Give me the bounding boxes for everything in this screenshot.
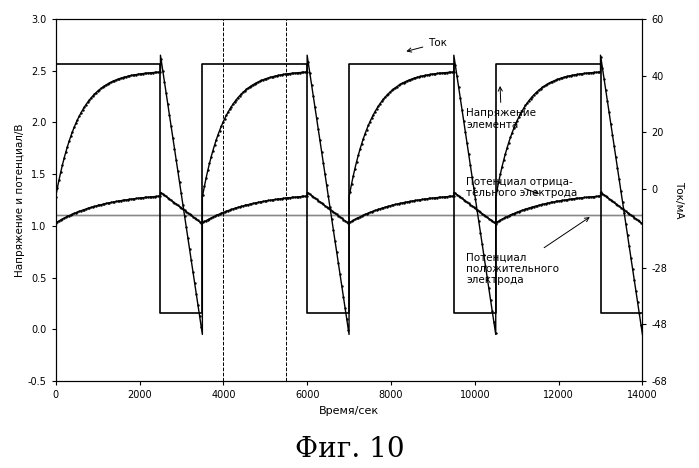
X-axis label: Время/сек: Время/сек <box>319 406 379 416</box>
Y-axis label: Напряжение и потенциал/В: Напряжение и потенциал/В <box>15 123 25 277</box>
Text: Потенциал отрица-
тельного электрода: Потенциал отрица- тельного электрода <box>466 177 577 198</box>
Text: Ток: Ток <box>408 38 447 52</box>
Y-axis label: Ток/мА: Ток/мА <box>674 181 684 219</box>
Text: Напряжение
элемента: Напряжение элемента <box>466 87 536 130</box>
Text: Потенциал
положительного
электрода: Потенциал положительного электрода <box>466 218 589 285</box>
Text: Фиг. 10: Фиг. 10 <box>295 436 404 463</box>
